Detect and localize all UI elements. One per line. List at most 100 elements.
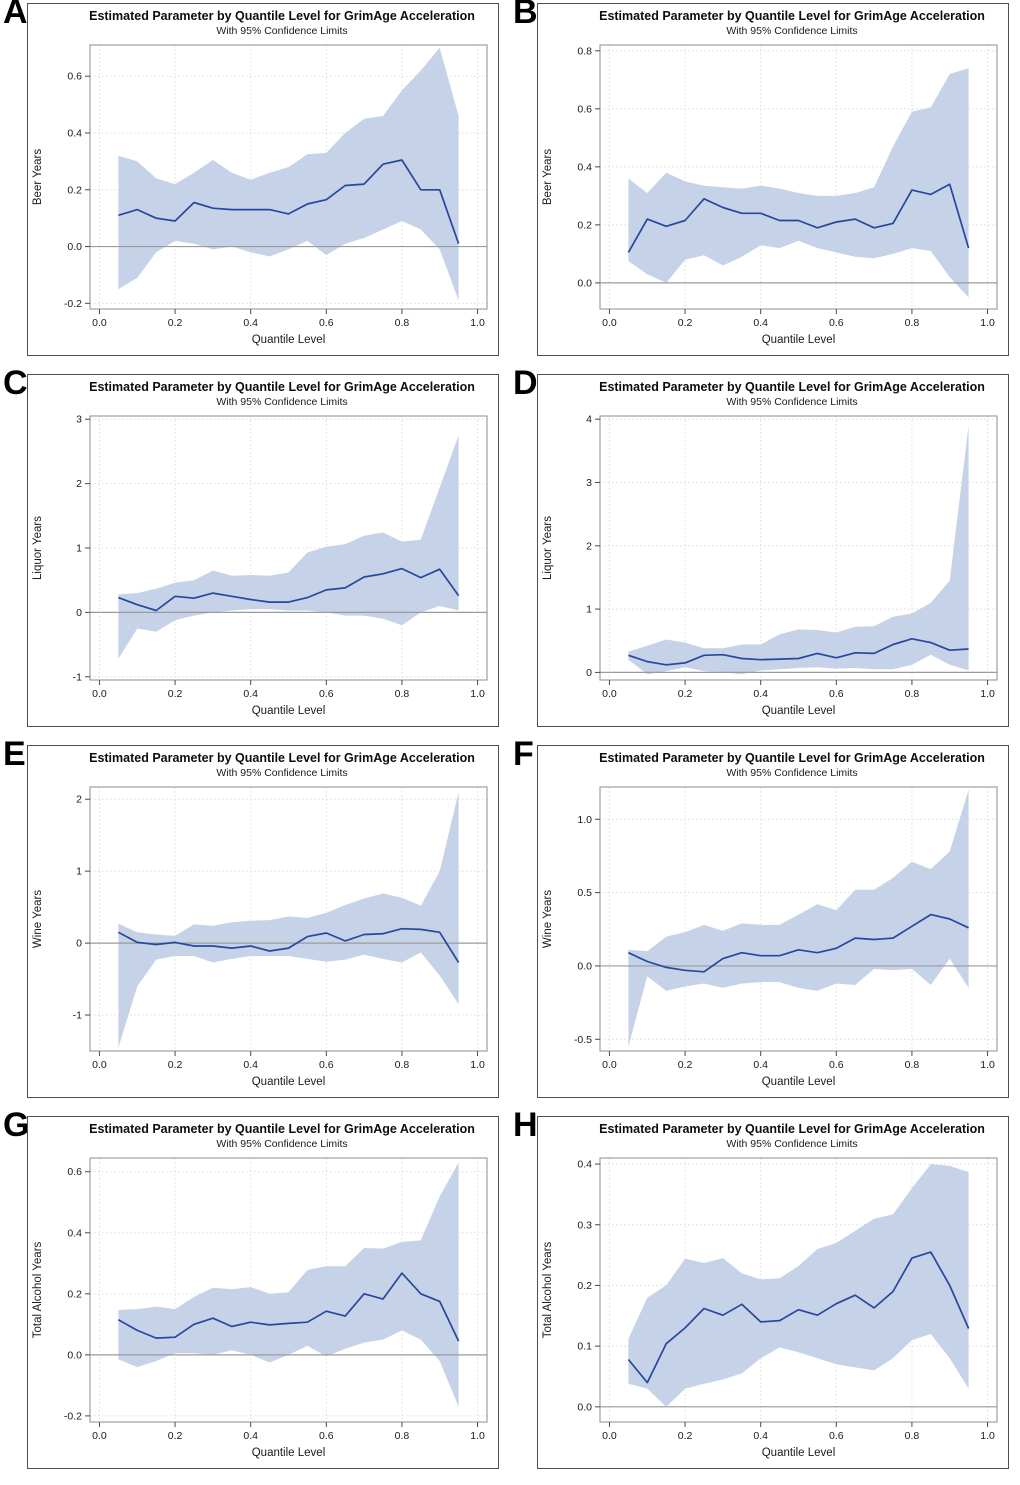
x-tick-label: 0.4 (753, 1430, 768, 1442)
panel: Estimated Parameter by Quantile Level fo… (537, 3, 1009, 356)
y-tick-label: 0.3 (577, 1219, 592, 1231)
y-tick-label: 0.4 (67, 128, 82, 140)
x-axis-label: Quantile Level (252, 334, 326, 346)
panel-label: H (513, 1106, 538, 1144)
x-tick-label: 0.4 (243, 1430, 258, 1442)
y-tick-label: -1 (73, 671, 82, 683)
y-tick-label: 0 (76, 938, 82, 950)
y-tick-label: 0.6 (67, 1166, 82, 1178)
x-axis-label: Quantile Level (762, 1076, 836, 1088)
panel: Estimated Parameter by Quantile Level fo… (537, 745, 1009, 1098)
panel-label: B (513, 0, 538, 31)
x-tick-label: 0.6 (829, 1059, 844, 1071)
x-tick-label: 0.2 (168, 1430, 183, 1442)
x-tick-label: 0.2 (678, 1430, 693, 1442)
x-tick-label: 0.6 (319, 688, 334, 700)
panel: Estimated Parameter by Quantile Level fo… (27, 745, 499, 1098)
chart-title: Estimated Parameter by Quantile Level fo… (599, 751, 985, 765)
y-tick-label: 0.6 (67, 71, 82, 83)
x-tick-label: 0.8 (395, 317, 410, 329)
figure-cell: C Estimated Parameter by Quantile Level f… (0, 364, 510, 742)
estimate-line (627, 1251, 970, 1384)
y-tick-label: 0.8 (577, 45, 592, 57)
chart-subtitle: With 95% Confidence Limits (216, 396, 348, 408)
y-tick-label: 0 (76, 607, 82, 619)
x-tick-label: 0.4 (243, 1059, 258, 1071)
x-tick-label: 0.2 (678, 688, 693, 700)
panel: Estimated Parameter by Quantile Level fo… (27, 374, 499, 727)
estimate-line (628, 913, 969, 973)
y-axis-label: Beer Years (32, 149, 44, 206)
confidence-band (628, 1164, 969, 1407)
panel-label: A (3, 0, 28, 31)
y-axis-label: Total Alcohol Years (542, 1241, 554, 1338)
x-tick-label: 0.8 (905, 1059, 920, 1071)
panel: Estimated Parameter by Quantile Level fo… (27, 3, 499, 356)
chart-subtitle: With 95% Confidence Limits (726, 25, 858, 37)
chart-title: Estimated Parameter by Quantile Level fo… (89, 380, 475, 394)
confidence-band (628, 425, 969, 675)
y-tick-label: 2 (586, 540, 592, 552)
x-tick-label: 0.4 (753, 688, 768, 700)
x-tick-label: 0.4 (753, 317, 768, 329)
x-tick-label: 0.8 (905, 1430, 920, 1442)
y-axis-label: Wine Years (542, 890, 554, 948)
plot-frame (599, 786, 998, 1052)
x-tick-label: 0.0 (92, 317, 107, 329)
confidence-band (118, 47, 459, 301)
figure-cell: F Estimated Parameter by Quantile Level f… (510, 735, 1020, 1113)
panel: Estimated Parameter by Quantile Level fo… (27, 1116, 499, 1469)
panel-label: C (3, 364, 28, 402)
x-tick-label: 0.6 (319, 317, 334, 329)
figure-cell: A Estimated Parameter by Quantile Level f… (0, 0, 510, 371)
chart-title: Estimated Parameter by Quantile Level fo… (599, 380, 985, 394)
y-tick-label: 1 (76, 866, 82, 878)
x-tick-label: 0.6 (829, 688, 844, 700)
chart-title: Estimated Parameter by Quantile Level fo… (599, 1122, 985, 1136)
chart-subtitle: With 95% Confidence Limits (726, 1138, 858, 1150)
estimate-line (117, 1272, 460, 1342)
estimate-line (118, 159, 460, 244)
x-tick-label: 0.2 (678, 317, 693, 329)
x-tick-label: 0.6 (319, 1430, 334, 1442)
chart-title: Estimated Parameter by Quantile Level fo… (89, 1122, 475, 1136)
x-tick-label: 0.2 (168, 317, 183, 329)
plot-frame (599, 44, 998, 310)
x-axis-label: Quantile Level (762, 334, 836, 346)
estimate-line (628, 637, 969, 666)
y-tick-label: 0.2 (577, 219, 592, 231)
y-tick-label: 0.0 (67, 1349, 82, 1361)
y-tick-label: 0.4 (577, 161, 592, 173)
plot-frame (89, 44, 488, 310)
y-tick-label: 0.0 (577, 1401, 592, 1413)
estimate-line (118, 567, 460, 612)
y-axis-label: Total Alcohol Years (32, 1241, 44, 1338)
chart-canvas: 0.0 0.2 0.4 0.6 0.8 1.0 0.0 0.1 0.2 0.3 0.4 Quantil… (542, 1157, 998, 1459)
y-tick-label: 2 (76, 478, 82, 490)
y-tick-label: -1 (73, 1010, 82, 1022)
x-tick-label: 0.0 (92, 1430, 107, 1442)
y-tick-label: 0.0 (67, 241, 82, 253)
x-tick-label: 1.0 (980, 688, 995, 700)
x-axis-label: Quantile Level (252, 705, 326, 717)
x-tick-label: 0.8 (395, 1059, 410, 1071)
y-axis-label: Beer Years (542, 149, 554, 206)
panel-label: G (3, 1106, 30, 1144)
x-axis-label: Quantile Level (252, 1447, 326, 1459)
x-tick-label: 0.8 (395, 1430, 410, 1442)
y-tick-label: 1 (76, 543, 82, 555)
x-tick-label: 0.8 (395, 688, 410, 700)
y-tick-label: 0.2 (67, 184, 82, 196)
figure-cell: G Estimated Parameter by Quantile Level f… (0, 1106, 510, 1484)
x-tick-label: 0.6 (829, 317, 844, 329)
panel: Estimated Parameter by Quantile Level fo… (537, 374, 1009, 727)
chart-canvas: 0.0 0.2 0.4 0.6 0.8 1.0 -0.2 0.0 0.2 0.4 0.6 Quanti… (32, 1157, 488, 1459)
plot-frame (89, 786, 488, 1052)
chart-subtitle: With 95% Confidence Limits (216, 25, 348, 37)
chart-title: Estimated Parameter by Quantile Level fo… (599, 9, 985, 23)
x-tick-label: 0.0 (92, 688, 107, 700)
y-tick-label: 0.4 (577, 1159, 592, 1171)
x-tick-label: 0.4 (753, 1059, 768, 1071)
plot-frame (599, 1157, 998, 1423)
x-tick-label: 1.0 (980, 1430, 995, 1442)
